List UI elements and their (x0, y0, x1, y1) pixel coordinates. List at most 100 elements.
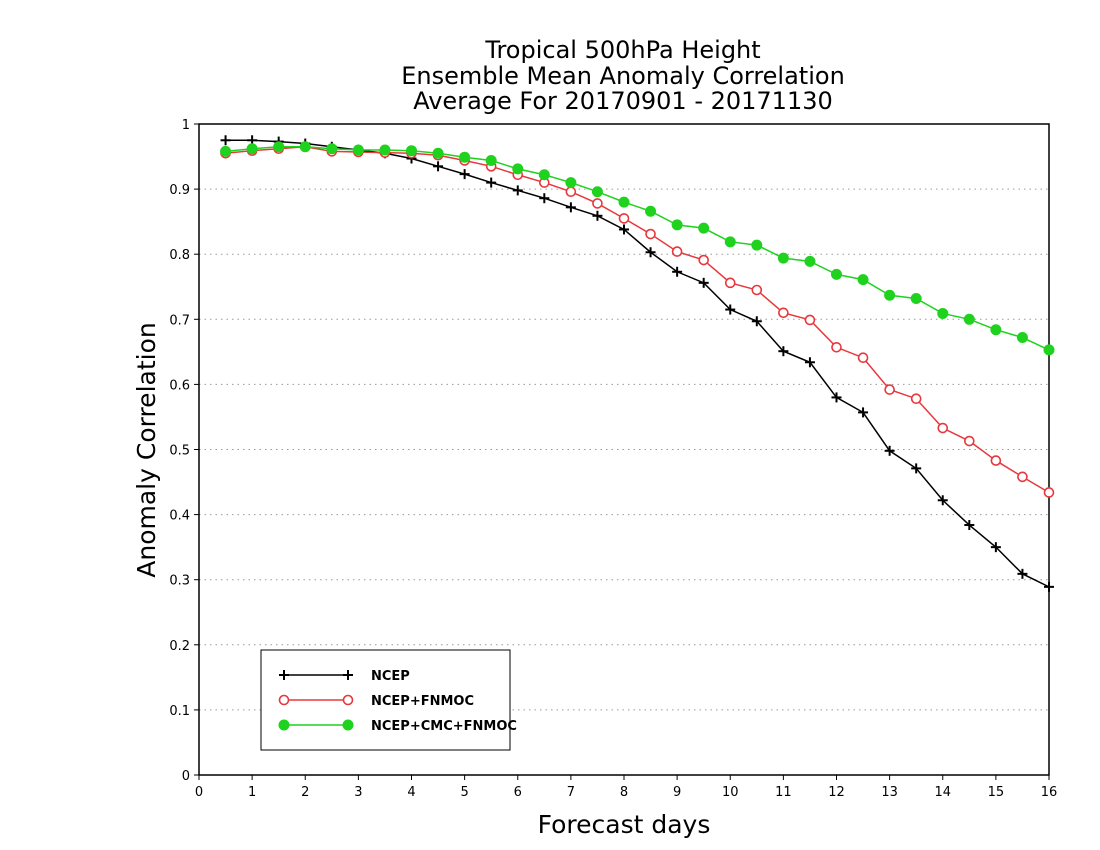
chart-title-line-1: Tropical 500hPa Height (484, 36, 760, 64)
grid-lines (199, 188, 1049, 711)
y-tick-label: 0.5 (169, 444, 190, 459)
x-tick-label: 9 (673, 785, 681, 800)
series-1 (220, 135, 1054, 592)
data-point (273, 141, 285, 153)
data-point (884, 384, 895, 395)
data-point (724, 277, 736, 289)
y-tick-label: 0.6 (169, 378, 190, 393)
data-point (671, 246, 683, 257)
data-point (512, 163, 524, 175)
data-point (778, 346, 789, 357)
x-tick-label: 10 (722, 785, 739, 800)
data-point (778, 307, 789, 319)
data-point (725, 304, 736, 315)
data-point (592, 198, 603, 209)
x-tick-label: 3 (354, 785, 362, 800)
chart-title-line-3: Average For 20170901 - 20171130 (413, 87, 833, 115)
data-point (565, 177, 577, 189)
data-point (432, 147, 444, 159)
data-point (246, 143, 258, 155)
data-point (698, 277, 709, 288)
y-tick-label: 0.2 (169, 639, 190, 654)
data-point (512, 185, 523, 196)
data-point (804, 357, 815, 368)
legend-item-2: NCEP+FNMOC (278, 694, 474, 709)
data-point (406, 145, 417, 157)
y-tick-label: 1 (182, 118, 190, 133)
legend-marker (342, 719, 354, 731)
data-point (937, 495, 948, 506)
data-point (1017, 568, 1028, 579)
x-tick-label: 7 (567, 785, 575, 800)
data-point (538, 169, 550, 181)
data-point (990, 542, 1001, 553)
data-point (591, 186, 603, 198)
x-tick-label: 8 (620, 785, 628, 800)
series-layer (220, 135, 1055, 592)
legend-label: NCEP+FNMOC (371, 694, 474, 709)
data-point (804, 255, 816, 267)
x-axis-title: Forecast days (538, 810, 711, 839)
data-point (486, 177, 497, 188)
x-tick-label: 12 (828, 785, 845, 800)
data-point (963, 313, 975, 325)
data-point (937, 422, 949, 434)
data-point (1016, 332, 1028, 344)
legend-label: NCEP (371, 669, 410, 684)
legend: NCEP NCEP+FNMOC NCEP+CMC+FNMOC (260, 649, 517, 751)
x-tick-label: 13 (881, 785, 898, 800)
x-tick-label: 6 (514, 785, 522, 800)
series-2 (220, 141, 1055, 498)
data-point (618, 213, 630, 224)
data-point (990, 455, 1002, 466)
data-point (565, 202, 576, 213)
data-point (645, 228, 656, 240)
data-point (884, 445, 895, 456)
legend-marker (343, 670, 353, 680)
data-point (910, 292, 922, 304)
x-tick-label: 11 (775, 785, 792, 800)
data-point (672, 266, 683, 277)
data-point (1043, 344, 1055, 356)
data-point (565, 186, 577, 198)
y-tick-label: 0.9 (169, 183, 190, 198)
legend-marker (279, 670, 289, 680)
legend-item-1: NCEP (279, 669, 410, 684)
data-point (751, 316, 762, 327)
x-tick-label: 0 (195, 785, 203, 800)
data-point (910, 393, 922, 405)
data-point (326, 143, 338, 155)
data-point (857, 352, 869, 364)
y-tick-label: 0.1 (169, 704, 190, 719)
x-tick-label: 2 (301, 785, 309, 800)
legend-marker (278, 694, 290, 706)
data-point (433, 161, 444, 172)
y-tick-label: 0.4 (169, 509, 190, 524)
data-point (1043, 487, 1055, 498)
data-point (671, 219, 683, 231)
data-point (485, 154, 497, 166)
x-tick-label: 14 (934, 785, 951, 800)
y-axis-title: Anomaly Correlation (132, 322, 161, 577)
data-point (592, 210, 603, 221)
data-point (831, 341, 842, 353)
data-point (352, 144, 364, 156)
legend-item-3: NCEP+CMC+FNMOC (278, 719, 517, 734)
data-point (220, 135, 231, 146)
data-point (857, 274, 869, 286)
legend-marker (342, 694, 354, 706)
data-point (459, 151, 471, 163)
data-point (990, 324, 1002, 336)
legend-marker (278, 719, 290, 731)
data-point (858, 407, 869, 418)
data-point (831, 392, 842, 403)
axis-ticks: 00.10.20.30.40.50.60.70.80.910 1 2 3 4 5 6 7 8 9 1… (169, 118, 1057, 800)
x-tick-label: 15 (988, 785, 1005, 800)
data-point (379, 144, 391, 156)
x-tick-label: 5 (460, 785, 468, 800)
data-point (618, 196, 630, 208)
y-tick-label: 0.8 (169, 248, 190, 263)
data-point (645, 205, 657, 217)
series-3 (220, 141, 1055, 356)
x-tick-label: 1 (248, 785, 256, 800)
